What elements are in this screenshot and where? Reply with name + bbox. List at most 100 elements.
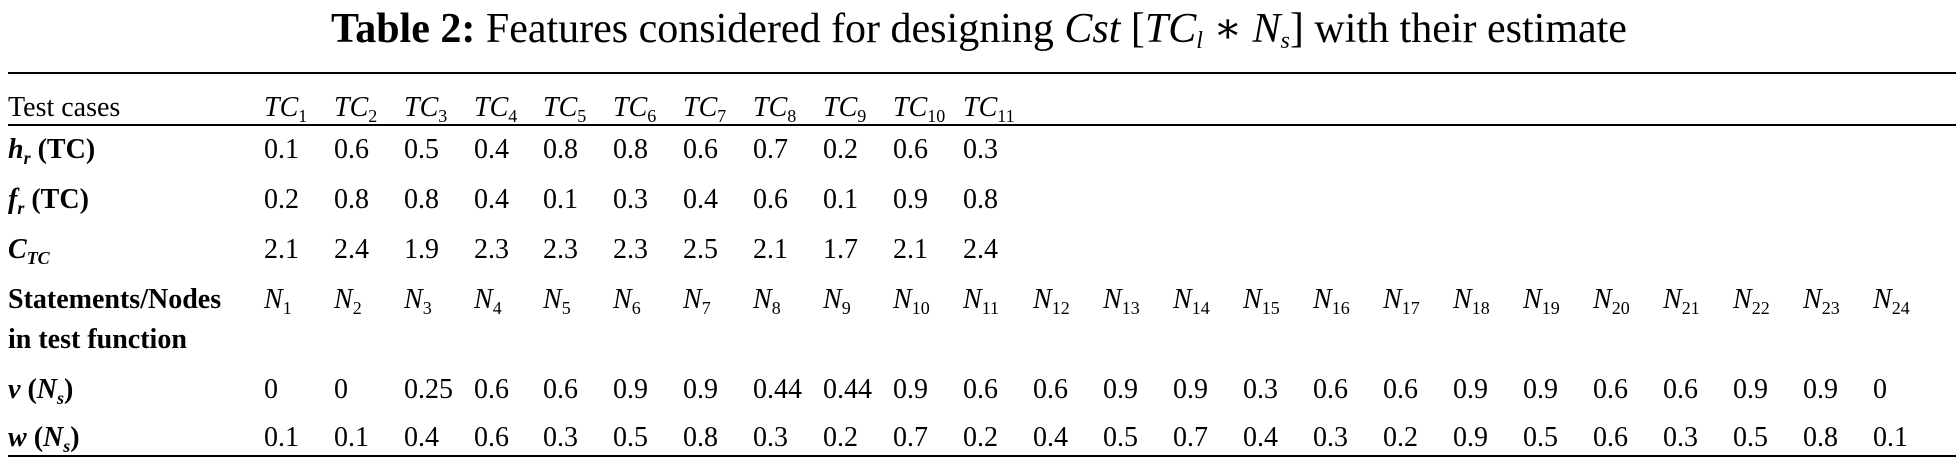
table-row-v: v (Ns) 0 0 0.25 0.6 0.6 0.9 0.9 0.44 0.44 0.9 0.6 0… — [8, 372, 1956, 412]
test-case-header-11: TC11 — [963, 92, 1015, 126]
w-value-2: 0.1 — [334, 422, 369, 453]
row-header-nodes: Statements/Nodes — [8, 284, 222, 315]
table-caption-text-after: with their estimate — [1314, 6, 1627, 52]
v-value-3: 0.25 — [404, 374, 453, 405]
test-case-header-2: TC2 — [334, 92, 378, 126]
node-header-12: N12 — [1033, 284, 1070, 318]
hr-value-6: 0.8 — [613, 134, 648, 165]
hr-value-1: 0.1 — [264, 134, 299, 165]
node-header-8: N8 — [753, 284, 781, 318]
v-value-2: 0 — [334, 374, 348, 405]
ctc-value-1: 2.1 — [264, 234, 299, 265]
w-value-8: 0.3 — [753, 422, 788, 453]
hr-value-3: 0.5 — [404, 134, 439, 165]
v-value-9: 0.44 — [823, 374, 872, 405]
v-value-14: 0.9 — [1173, 374, 1208, 405]
w-value-15: 0.4 — [1243, 422, 1278, 453]
node-header-16: N16 — [1313, 284, 1350, 318]
node-header-6: N6 — [613, 284, 641, 318]
row-header-hr: hr (TC) — [8, 134, 96, 168]
w-value-18: 0.9 — [1453, 422, 1488, 453]
w-value-22: 0.5 — [1733, 422, 1768, 453]
test-case-header-8: TC8 — [753, 92, 797, 126]
w-value-23: 0.8 — [1803, 422, 1838, 453]
node-header-23: N23 — [1803, 284, 1840, 318]
w-value-17: 0.2 — [1383, 422, 1418, 453]
node-header-22: N22 — [1733, 284, 1770, 318]
test-case-header-3: TC3 — [404, 92, 448, 126]
hr-value-11: 0.3 — [963, 134, 998, 165]
w-value-7: 0.8 — [683, 422, 718, 453]
v-value-11: 0.6 — [963, 374, 998, 405]
table-row-ctc: CTC 2.1 2.4 1.9 2.3 2.3 2.3 2.5 2.1 1.7 2.1 2.4 — [8, 232, 1956, 272]
hr-value-7: 0.6 — [683, 134, 718, 165]
v-value-5: 0.6 — [543, 374, 578, 405]
w-value-6: 0.5 — [613, 422, 648, 453]
ctc-value-10: 2.1 — [893, 234, 928, 265]
fr-value-7: 0.4 — [683, 184, 718, 215]
table-header-rule — [8, 124, 1956, 126]
node-header-3: N3 — [404, 284, 432, 318]
node-header-10: N10 — [893, 284, 930, 318]
ctc-value-5: 2.3 — [543, 234, 578, 265]
v-value-22: 0.9 — [1733, 374, 1768, 405]
w-value-19: 0.5 — [1523, 422, 1558, 453]
v-value-7: 0.9 — [683, 374, 718, 405]
ctc-value-6: 2.3 — [613, 234, 648, 265]
table-row-fr: fr (TC) 0.2 0.8 0.8 0.4 0.1 0.3 0.4 0.6 0.1 0.9 0.… — [8, 182, 1956, 222]
fr-value-2: 0.8 — [334, 184, 369, 215]
row-header-nodes-line2: in test function — [8, 324, 187, 355]
node-header-2: N2 — [334, 284, 362, 318]
row-header-fr: fr (TC) — [8, 184, 89, 218]
v-value-6: 0.9 — [613, 374, 648, 405]
w-value-21: 0.3 — [1663, 422, 1698, 453]
fr-value-9: 0.1 — [823, 184, 858, 215]
table-top-rule — [8, 72, 1956, 74]
hr-value-2: 0.6 — [334, 134, 369, 165]
node-header-18: N18 — [1453, 284, 1490, 318]
v-value-8: 0.44 — [753, 374, 802, 405]
node-header-1: N1 — [264, 284, 292, 318]
table-row-nodes: Statements/Nodes N1 N2 N3 N4 N5 N6 N7 N8 N9 N10 N1… — [8, 282, 1956, 322]
w-value-10: 0.7 — [893, 422, 928, 453]
table-row-test-cases: Test cases TC1 TC2 TC3 TC4 TC5 TC6 TC7 TC8 TC9 TC… — [8, 90, 1956, 130]
v-value-21: 0.6 — [1663, 374, 1698, 405]
v-value-10: 0.9 — [893, 374, 928, 405]
v-value-13: 0.9 — [1103, 374, 1138, 405]
node-header-17: N17 — [1383, 284, 1420, 318]
v-value-16: 0.6 — [1313, 374, 1348, 405]
test-case-header-5: TC5 — [543, 92, 587, 126]
node-header-5: N5 — [543, 284, 571, 318]
node-header-19: N19 — [1523, 284, 1560, 318]
node-header-15: N15 — [1243, 284, 1280, 318]
fr-value-6: 0.3 — [613, 184, 648, 215]
row-header-test-cases: Test cases — [8, 92, 121, 123]
w-value-14: 0.7 — [1173, 422, 1208, 453]
fr-value-5: 0.1 — [543, 184, 578, 215]
ctc-value-7: 2.5 — [683, 234, 718, 265]
table-caption-text-before: Features considered for designing — [485, 6, 1054, 52]
w-value-3: 0.4 — [404, 422, 439, 453]
w-value-16: 0.3 — [1313, 422, 1348, 453]
ctc-value-3: 1.9 — [404, 234, 439, 265]
fr-value-11: 0.8 — [963, 184, 998, 215]
fr-value-8: 0.6 — [753, 184, 788, 215]
node-header-4: N4 — [474, 284, 502, 318]
test-case-header-6: TC6 — [613, 92, 657, 126]
node-header-11: N11 — [963, 284, 1000, 318]
fr-value-4: 0.4 — [474, 184, 509, 215]
table-row-hr: hr (TC) 0.1 0.6 0.5 0.4 0.8 0.8 0.6 0.7 0.2 0.6 0.… — [8, 132, 1956, 172]
node-header-9: N9 — [823, 284, 851, 318]
w-value-12: 0.4 — [1033, 422, 1068, 453]
v-value-4: 0.6 — [474, 374, 509, 405]
w-value-11: 0.2 — [963, 422, 998, 453]
test-case-header-1: TC1 — [264, 92, 308, 126]
table-caption-expression: Cst [TCl ∗ Ns] — [1064, 6, 1304, 54]
v-value-1: 0 — [264, 374, 278, 405]
test-case-header-7: TC7 — [683, 92, 727, 126]
hr-value-4: 0.4 — [474, 134, 509, 165]
w-value-24: 0.1 — [1873, 422, 1908, 453]
w-value-20: 0.6 — [1593, 422, 1628, 453]
v-value-15: 0.3 — [1243, 374, 1278, 405]
hr-value-9: 0.2 — [823, 134, 858, 165]
